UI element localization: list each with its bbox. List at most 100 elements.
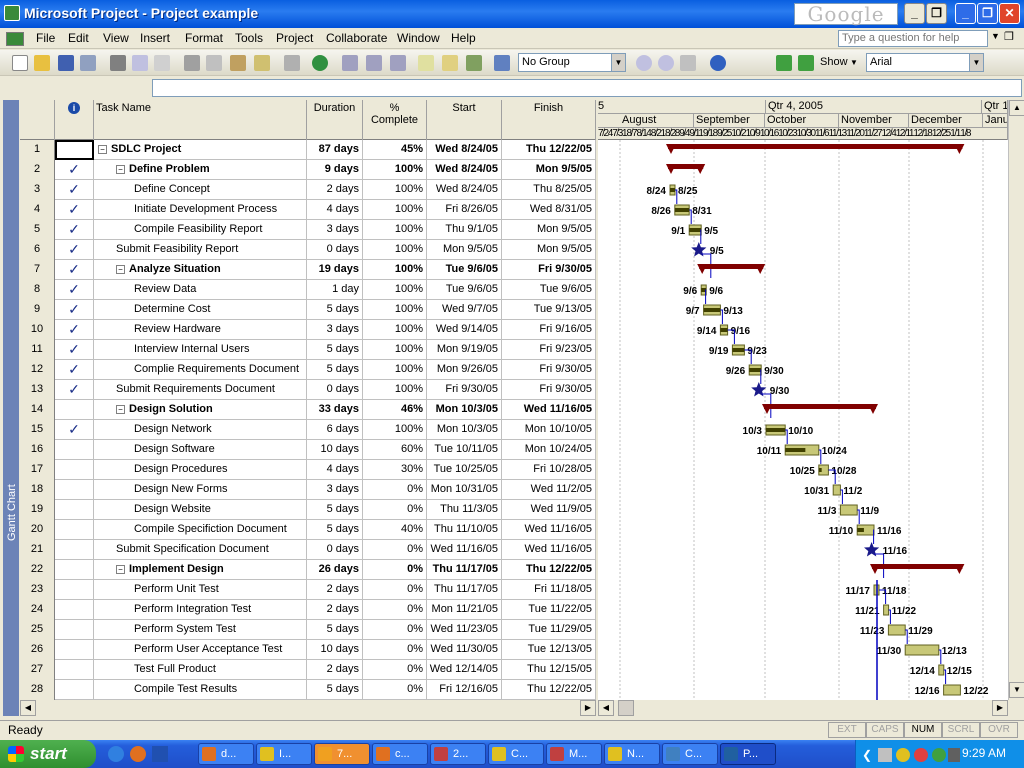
complete-cell[interactable]: 100% [363,420,427,440]
task-info-icon[interactable] [418,55,434,71]
row-id[interactable]: 23 [20,580,55,600]
row-id[interactable]: 18 [20,480,55,500]
show-button[interactable]: Show [820,56,848,68]
complete-cell[interactable]: 0% [363,600,427,620]
menu-insert[interactable]: Insert [140,31,171,45]
task-name-cell[interactable]: Complie Requirements Document [94,360,307,380]
task-name-cell[interactable]: Perform System Test [94,620,307,640]
finish-cell[interactable]: Tue 11/22/05 [502,600,596,620]
task-name-cell[interactable]: Determine Cost [94,300,307,320]
undo-icon[interactable] [284,55,300,71]
start-cell[interactable]: Fri 9/30/05 [427,380,502,400]
finish-cell[interactable]: Wed 8/31/05 [502,200,596,220]
start-cell[interactable]: Tue 10/11/05 [427,440,502,460]
table-row[interactable]: 15 ✓ Design Network 6 days 100% Mon 10/3/05 Mo… [20,420,596,440]
duration-cell[interactable]: 10 days [307,640,363,660]
menu-edit[interactable]: Edit [68,31,89,45]
taskbar-button[interactable]: P... [720,743,776,765]
table-row[interactable]: 28 Compile Test Results 5 days 0% Fri 12/16/… [20,680,596,700]
task-name-cell[interactable]: Design Website [94,500,307,520]
task-name-cell[interactable]: Review Data [94,280,307,300]
task-name-cell[interactable]: − Design Solution [94,400,307,420]
complete-cell[interactable]: 100% [363,280,427,300]
column-header-task-name[interactable]: Task Name [94,100,307,140]
finish-cell[interactable]: Thu 12/22/05 [502,680,596,700]
table-row[interactable]: 12 ✓ Complie Requirements Document 5 days 10… [20,360,596,380]
vertical-scrollbar[interactable]: ▲ ▼ [1008,100,1024,700]
duration-cell[interactable]: 2 days [307,180,363,200]
duration-cell[interactable]: 5 days [307,340,363,360]
complete-cell[interactable]: 100% [363,180,427,200]
complete-cell[interactable]: 100% [363,300,427,320]
unlink-tasks-icon[interactable] [366,55,382,71]
help-dropdown-icon[interactable]: ▼ [991,31,1000,41]
copy-icon[interactable] [206,55,222,71]
network-icon[interactable] [878,748,892,762]
row-id[interactable]: 27 [20,660,55,680]
show-dropdown-icon[interactable]: ▼ [850,58,858,67]
duration-cell[interactable]: 0 days [307,240,363,260]
start-cell[interactable]: Tue 10/25/05 [427,460,502,480]
scroll-up-icon[interactable]: ▲ [1009,100,1024,116]
duration-cell[interactable]: 2 days [307,600,363,620]
finish-cell[interactable]: Wed 11/16/05 [502,520,596,540]
format-painter-icon[interactable] [254,55,270,71]
row-id[interactable]: 2 [20,160,55,180]
start-cell[interactable]: Wed 12/14/05 [427,660,502,680]
close-button[interactable]: ✕ [999,3,1020,24]
finish-cell[interactable]: Wed 11/16/05 [502,400,596,420]
task-name-cell[interactable]: − Implement Design [94,560,307,580]
table-row[interactable]: 9 ✓ Determine Cost 5 days 100% Wed 9/7/05 Tue … [20,300,596,320]
task-name-cell[interactable]: Compile Specifiction Document [94,520,307,540]
task-name-cell[interactable]: Design Network [94,420,307,440]
row-id[interactable]: 13 [20,380,55,400]
finish-cell[interactable]: Fri 9/16/05 [502,320,596,340]
start-cell[interactable]: Wed 9/14/05 [427,320,502,340]
indent-icon[interactable] [798,55,814,71]
ie-quicklaunch-icon[interactable] [108,746,124,762]
finish-cell[interactable]: Tue 9/6/05 [502,280,596,300]
start-cell[interactable]: Thu 11/3/05 [427,500,502,520]
task-name-cell[interactable]: Design Software [94,440,307,460]
row-id[interactable]: 10 [20,320,55,340]
taskbar-button[interactable]: M... [546,743,602,765]
complete-cell[interactable]: 46% [363,400,427,420]
help-search-input[interactable]: Type a question for help [838,30,988,47]
collapse-icon[interactable]: − [116,405,125,414]
finish-cell[interactable]: Mon 10/24/05 [502,440,596,460]
start-cell[interactable]: Wed 8/24/05 [427,160,502,180]
complete-cell[interactable]: 100% [363,320,427,340]
complete-cell[interactable]: 60% [363,440,427,460]
row-id[interactable]: 7 [20,260,55,280]
duration-cell[interactable]: 3 days [307,220,363,240]
chevron-down-icon[interactable]: ▼ [969,54,983,71]
duration-cell[interactable]: 5 days [307,300,363,320]
row-id[interactable]: 6 [20,240,55,260]
duration-cell[interactable]: 5 days [307,500,363,520]
document-icon[interactable] [6,32,24,46]
start-cell[interactable]: Mon 9/5/05 [427,240,502,260]
table-row[interactable]: 3 ✓ Define Concept 2 days 100% Wed 8/24/05 Thu… [20,180,596,200]
row-id[interactable]: 9 [20,300,55,320]
start-cell[interactable]: Mon 11/21/05 [427,600,502,620]
taskbar-button[interactable]: d... [198,743,254,765]
start-cell[interactable]: Fri 12/16/05 [427,680,502,700]
duration-cell[interactable]: 87 days [307,140,363,160]
finish-cell[interactable]: Wed 11/9/05 [502,500,596,520]
search-icon[interactable] [80,55,96,71]
start-cell[interactable]: Mon 9/26/05 [427,360,502,380]
row-id[interactable]: 21 [20,540,55,560]
finish-cell[interactable]: Mon 9/5/05 [502,160,596,180]
complete-cell[interactable]: 0% [363,500,427,520]
table-row[interactable]: 26 Perform User Acceptance Test 10 days 0% W… [20,640,596,660]
start-cell[interactable]: Wed 9/7/05 [427,300,502,320]
help-icon[interactable] [710,55,726,71]
complete-cell[interactable]: 45% [363,140,427,160]
finish-cell[interactable]: Thu 12/22/05 [502,560,596,580]
row-id[interactable]: 19 [20,500,55,520]
start-cell[interactable]: Tue 9/6/05 [427,260,502,280]
task-name-cell[interactable]: Compile Feasibility Report [94,220,307,240]
duration-cell[interactable]: 2 days [307,580,363,600]
task-name-cell[interactable]: Perform Integration Test [94,600,307,620]
collapse-icon[interactable]: − [116,565,125,574]
